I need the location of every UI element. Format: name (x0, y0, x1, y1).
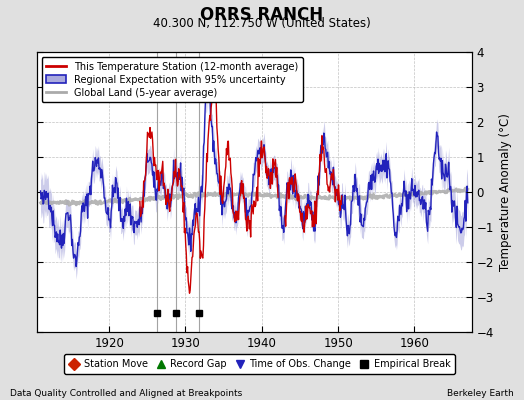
Text: ORRS RANCH: ORRS RANCH (201, 6, 323, 24)
Legend: Station Move, Record Gap, Time of Obs. Change, Empirical Break: Station Move, Record Gap, Time of Obs. C… (63, 354, 455, 374)
Legend: This Temperature Station (12-month average), Regional Expectation with 95% uncer: This Temperature Station (12-month avera… (41, 57, 303, 102)
Text: 40.300 N, 112.750 W (United States): 40.300 N, 112.750 W (United States) (153, 17, 371, 30)
Y-axis label: Temperature Anomaly (°C): Temperature Anomaly (°C) (499, 113, 512, 271)
Text: Data Quality Controlled and Aligned at Breakpoints: Data Quality Controlled and Aligned at B… (10, 389, 243, 398)
Text: Berkeley Earth: Berkeley Earth (447, 389, 514, 398)
